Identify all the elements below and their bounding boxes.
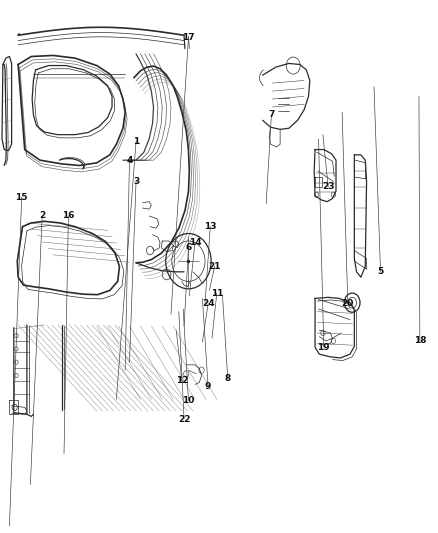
Text: 9: 9	[205, 382, 211, 391]
Text: 11: 11	[211, 288, 223, 297]
Text: 23: 23	[322, 182, 334, 191]
Text: 21: 21	[208, 262, 221, 271]
Text: 20: 20	[342, 299, 354, 308]
Text: 24: 24	[202, 299, 214, 308]
Text: 14: 14	[189, 238, 201, 247]
Text: 1: 1	[133, 137, 139, 146]
Text: 19: 19	[318, 343, 330, 352]
Text: 5: 5	[378, 268, 384, 276]
Text: 18: 18	[413, 336, 426, 345]
Text: 8: 8	[225, 374, 231, 383]
Text: 16: 16	[62, 212, 74, 221]
Text: 6: 6	[185, 244, 191, 253]
Text: 3: 3	[133, 177, 139, 186]
Text: 7: 7	[268, 110, 275, 119]
Text: 2: 2	[39, 212, 45, 221]
Text: 22: 22	[178, 415, 191, 424]
Text: 13: 13	[204, 222, 216, 231]
Text: 17: 17	[182, 34, 195, 43]
Text: 15: 15	[15, 193, 28, 202]
Text: 12: 12	[176, 376, 188, 385]
Text: 10: 10	[182, 396, 194, 405]
Text: 4: 4	[126, 156, 133, 165]
